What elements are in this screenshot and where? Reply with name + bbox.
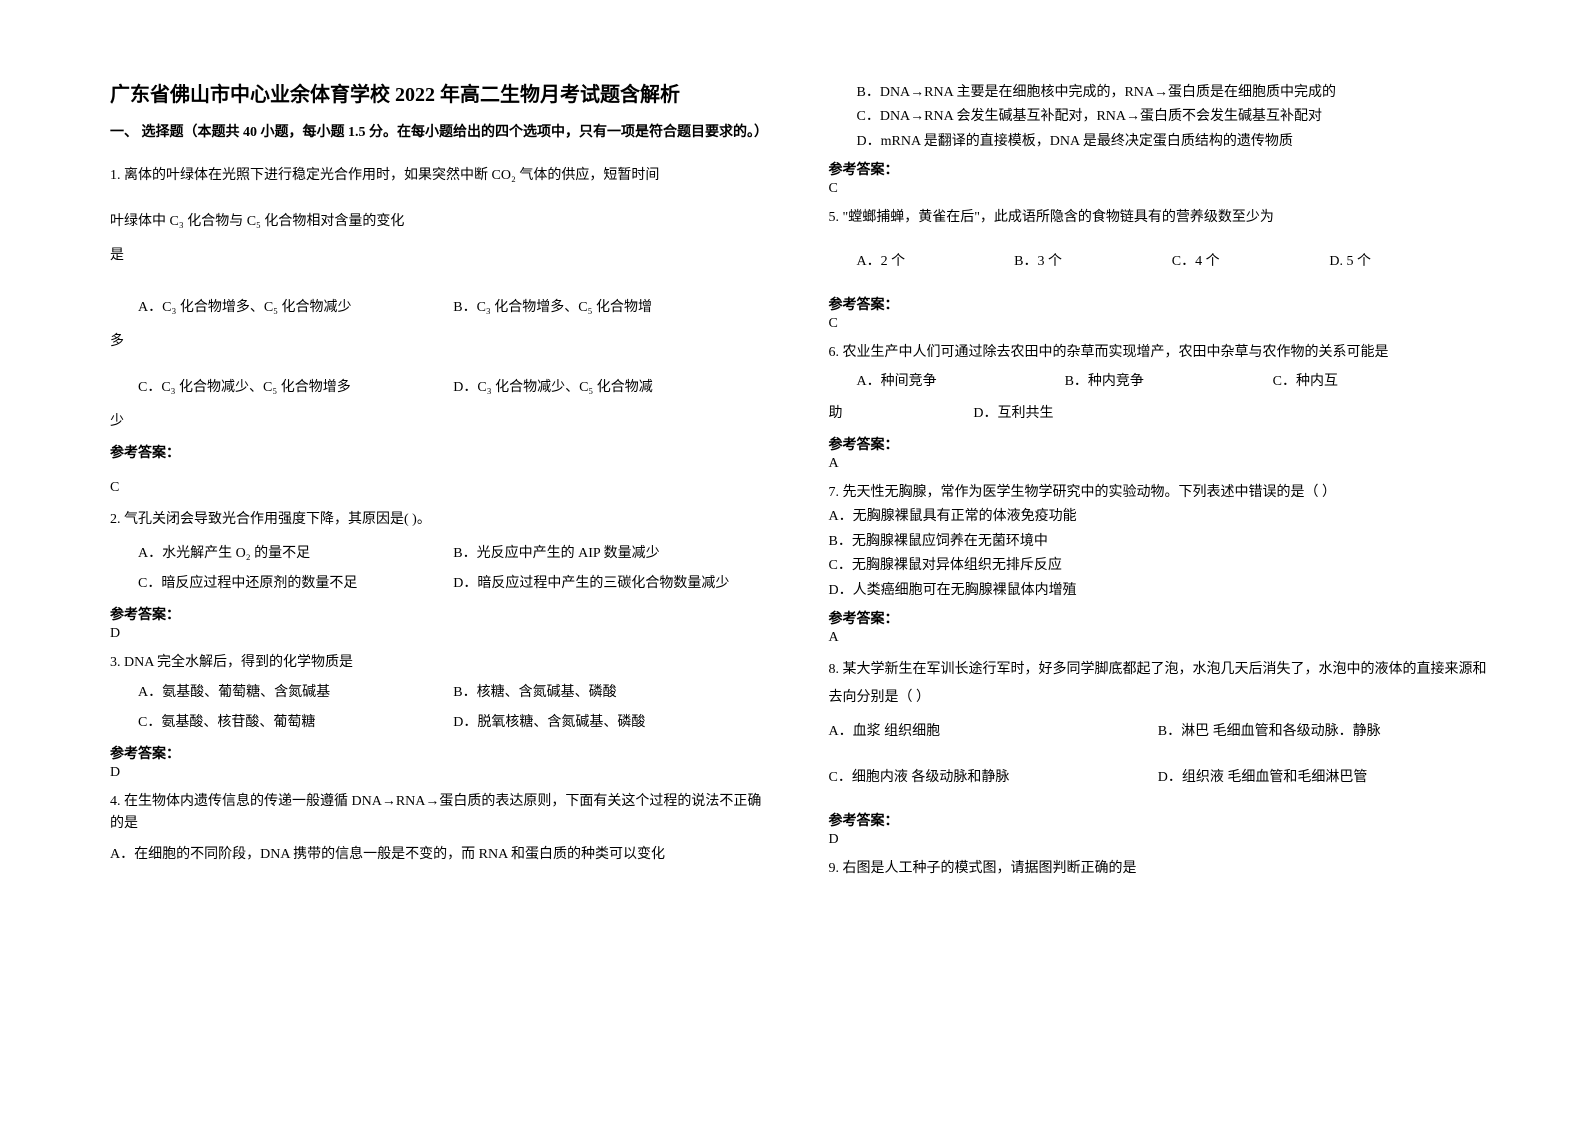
q3-options: A．氨基酸、葡萄糖、含氮碱基 B．核糖、含氮碱基、磷酸 C．氨基酸、核苷酸、葡萄… bbox=[110, 679, 769, 737]
q7-answer-label: 参考答案： bbox=[829, 608, 1488, 628]
q8-options-row2: C．细胞内液 各级动脉和静脉 D．组织液 毛细血管和毛细淋巴管 bbox=[829, 764, 1488, 792]
q7-option-a: A．无胸腺裸鼠具有正常的体液免疫功能 bbox=[829, 506, 1488, 528]
q4-answer: C bbox=[829, 181, 1488, 197]
q5-option-b: B．3 个 bbox=[1014, 248, 1172, 276]
page-container: 广东省佛山市中心业余体育学校 2022 年高二生物月考试题含解析 一、 选择题（… bbox=[0, 0, 1587, 1122]
q8-option-c: C．细胞内液 各级动脉和静脉 bbox=[829, 764, 1158, 792]
q8-option-d: D．组织液 毛细血管和毛细淋巴管 bbox=[1158, 764, 1487, 792]
q6-options-row2: 助 D．互利共生 bbox=[829, 400, 1488, 428]
q1-options-row1: A．C₃ 化合物增多、C₅ 化合物减少 B．C₃ 化合物增多、C₅ 化合物增 bbox=[110, 294, 769, 322]
q7-stem: 7. 先天性无胸腺，常作为医学生物学研究中的实验动物。下列表述中错误的是（ ） bbox=[829, 482, 1488, 504]
q5-option-d: D. 5 个 bbox=[1329, 248, 1487, 276]
q6-option-c: C．种内互 bbox=[1273, 368, 1481, 396]
q8-answer: D bbox=[829, 832, 1488, 848]
q6-option-a: A．种间竞争 bbox=[857, 368, 1065, 396]
q8-answer-label: 参考答案： bbox=[829, 810, 1488, 830]
q1-option-c: C．C₃ 化合物减少、C₅ 化合物增多 bbox=[138, 374, 453, 402]
left-column: 广东省佛山市中心业余体育学校 2022 年高二生物月考试题含解析 一、 选择题（… bbox=[90, 80, 799, 1082]
section-1-heading: 一、 选择题（本题共 40 小题，每小题 1.5 分。在每小题给出的四个选项中，… bbox=[110, 122, 769, 144]
document-title: 广东省佛山市中心业余体育学校 2022 年高二生物月考试题含解析 bbox=[110, 80, 769, 110]
q1-stem-line1: 1. 离体的叶绿体在光照下进行稳定光合作用时，如果突然中断 CO₂ 气体的供应，… bbox=[110, 162, 769, 190]
q7-option-b: B．无胸腺裸鼠应饲养在无菌环境中 bbox=[829, 531, 1488, 553]
q3-option-c: C．氨基酸、核苷酸、葡萄糖 bbox=[138, 709, 453, 737]
q2-options: A．水光解产生 O₂ 的量不足 B．光反应中产生的 AIP 数量减少 C．暗反应… bbox=[110, 540, 769, 598]
q5-option-a: A．2 个 bbox=[857, 248, 1015, 276]
q3-answer-label: 参考答案： bbox=[110, 743, 769, 763]
q5-stem: 5. "螳螂捕蝉，黄雀在后"，此成语所隐含的食物链具有的营养级数至少为 bbox=[829, 207, 1488, 229]
q2-answer-label: 参考答案： bbox=[110, 604, 769, 624]
q3-option-b: B．核糖、含氮碱基、磷酸 bbox=[453, 679, 768, 707]
q6-option-d: D．互利共生 bbox=[973, 400, 1053, 428]
q6-stem: 6. 农业生产中人们可通过除去农田中的杂草而实现增产，农田中杂草与农作物的关系可… bbox=[829, 342, 1488, 364]
q2-option-a: A．水光解产生 O₂ 的量不足 bbox=[138, 540, 453, 568]
q2-option-d: D．暗反应过程中产生的三碳化合物数量减少 bbox=[453, 570, 768, 598]
q3-option-d: D．脱氧核糖、含氮碱基、磷酸 bbox=[453, 709, 768, 737]
q6-option-b: B．种内竞争 bbox=[1065, 368, 1273, 396]
q7-option-d: D．人类癌细胞可在无胸腺裸鼠体内增殖 bbox=[829, 580, 1488, 602]
q9-stem: 9. 右图是人工种子的模式图，请据图判断正确的是 bbox=[829, 858, 1488, 880]
q4-option-a: A．在细胞的不同阶段，DNA 携带的信息一般是不变的，而 RNA 和蛋白质的种类… bbox=[110, 844, 769, 866]
q2-stem: 2. 气孔关闭会导致光合作用强度下降，其原因是( )。 bbox=[110, 506, 769, 534]
q3-option-a: A．氨基酸、葡萄糖、含氮碱基 bbox=[138, 679, 453, 707]
q1-option-b-cont: 多 bbox=[110, 328, 769, 356]
q6-answer-label: 参考答案： bbox=[829, 434, 1488, 454]
q1-options-row2: C．C₃ 化合物减少、C₅ 化合物增多 D．C₃ 化合物减少、C₅ 化合物减 bbox=[110, 374, 769, 402]
q1-answer: C bbox=[110, 480, 769, 496]
q6-option-c-cont: 助 bbox=[829, 400, 974, 428]
q5-options: A．2 个 B．3 个 C．4 个 D. 5 个 bbox=[829, 248, 1488, 276]
q3-answer: D bbox=[110, 765, 769, 781]
q6-options-row1: A．种间竞争 B．种内竞争 C．种内互 bbox=[829, 368, 1488, 396]
q4-option-d: D．mRNA 是翻译的直接模板，DNA 是最终决定蛋白质结构的遗传物质 bbox=[829, 131, 1488, 153]
q1-option-d-cont: 少 bbox=[110, 408, 769, 436]
q6-answer: A bbox=[829, 456, 1488, 472]
q1-stem-line2: 叶绿体中 C₃ 化合物与 C₅ 化合物相对含量的变化 bbox=[110, 208, 769, 236]
q5-answer-label: 参考答案： bbox=[829, 294, 1488, 314]
right-column: B．DNA→RNA 主要是在细胞核中完成的，RNA→蛋白质是在细胞质中完成的 C… bbox=[799, 80, 1508, 1082]
q7-option-c: C．无胸腺裸鼠对异体组织无排斥反应 bbox=[829, 555, 1488, 577]
q2-answer: D bbox=[110, 626, 769, 642]
q4-option-c: C．DNA→RNA 会发生碱基互补配对，RNA→蛋白质不会发生碱基互补配对 bbox=[829, 106, 1488, 128]
q2-option-b: B．光反应中产生的 AIP 数量减少 bbox=[453, 540, 768, 568]
q4-option-b: B．DNA→RNA 主要是在细胞核中完成的，RNA→蛋白质是在细胞质中完成的 bbox=[829, 82, 1488, 104]
q8-options-row1: A．血浆 组织细胞 B．淋巴 毛细血管和各级动脉．静脉 bbox=[829, 718, 1488, 746]
q5-option-c: C．4 个 bbox=[1172, 248, 1330, 276]
q4-stem: 4. 在生物体内遗传信息的传递一般遵循 DNA→RNA→蛋白质的表达原则，下面有… bbox=[110, 791, 769, 836]
q1-option-a: A．C₃ 化合物增多、C₅ 化合物减少 bbox=[138, 294, 453, 322]
q3-stem: 3. DNA 完全水解后，得到的化学物质是 bbox=[110, 652, 769, 674]
q7-answer: A bbox=[829, 630, 1488, 646]
q8-option-a: A．血浆 组织细胞 bbox=[829, 718, 1158, 746]
q5-answer: C bbox=[829, 316, 1488, 332]
q1-answer-label: 参考答案： bbox=[110, 442, 769, 462]
q1-option-d: D．C₃ 化合物减少、C₅ 化合物减 bbox=[453, 374, 768, 402]
q8-option-b: B．淋巴 毛细血管和各级动脉．静脉 bbox=[1158, 718, 1487, 746]
q1-stem-line3: 是 bbox=[110, 242, 769, 270]
q4-answer-label: 参考答案： bbox=[829, 159, 1488, 179]
q1-option-b: B．C₃ 化合物增多、C₅ 化合物增 bbox=[453, 294, 768, 322]
q2-option-c: C．暗反应过程中还原剂的数量不足 bbox=[138, 570, 453, 598]
q8-stem: 8. 某大学新生在军训长途行军时，好多同学脚底都起了泡，水泡几天后消失了，水泡中… bbox=[829, 656, 1488, 712]
